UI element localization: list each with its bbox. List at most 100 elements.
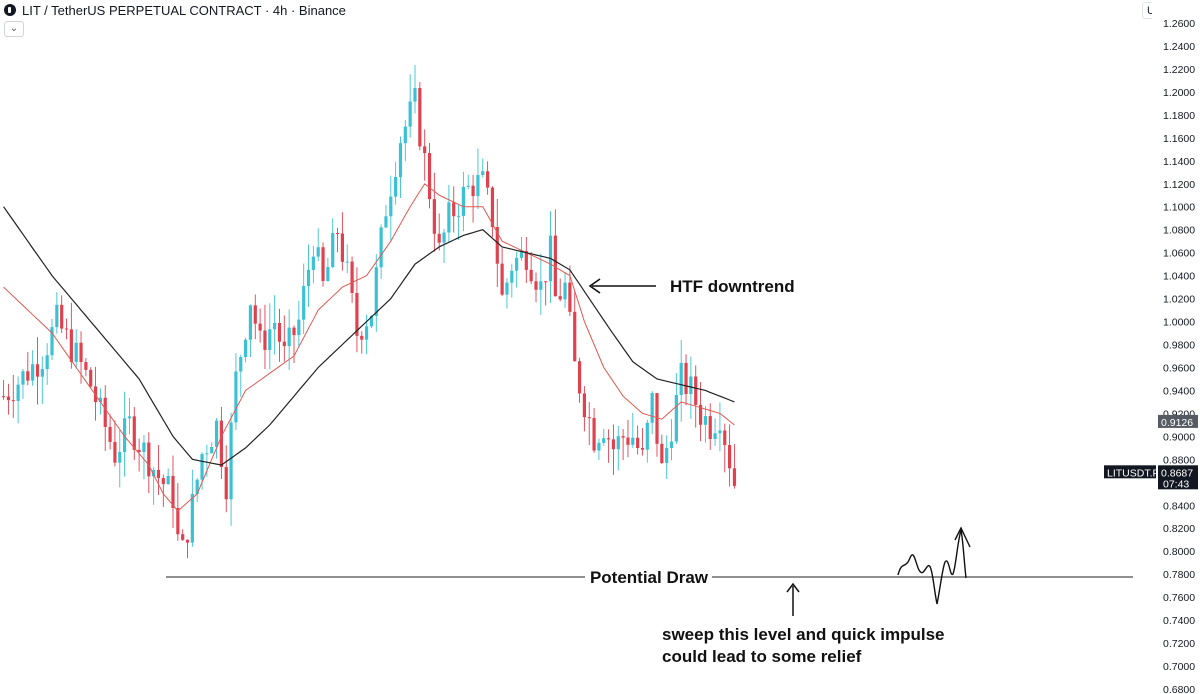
bearish-candle (471, 185, 475, 197)
bullish-candle (16, 384, 20, 401)
bearish-candle (84, 362, 88, 370)
bearish-candle (181, 534, 185, 540)
bullish-candle (45, 355, 49, 370)
price-axis[interactable] (1152, 0, 1200, 694)
bearish-candle (64, 328, 69, 330)
bearish-candle (137, 449, 141, 452)
bullish-candle (369, 315, 374, 327)
chart-header: LIT / TetherUS PERPETUAL CONTRACT · 4h ·… (0, 0, 346, 20)
price-tick-label: 1.0800 (1163, 225, 1195, 237)
bearish-candle (500, 263, 504, 295)
bearish-candle (636, 437, 640, 448)
bearish-candle (592, 418, 596, 451)
price-tick-label: 0.9000 (1163, 431, 1195, 443)
bullish-candle (665, 447, 669, 464)
bearish-candle (277, 322, 282, 342)
bearish-candle (26, 371, 30, 381)
bearish-candle (708, 416, 712, 439)
price-tick-label: 0.7400 (1163, 615, 1195, 627)
bearish-candle (156, 469, 161, 479)
bearish-candle (418, 88, 422, 147)
candles (2, 64, 737, 559)
bullish-candle (510, 270, 514, 283)
price-tick-label: 1.1800 (1163, 110, 1195, 122)
bearish-candle (582, 393, 586, 418)
bullish-candle (466, 185, 470, 187)
bearish-candle (335, 232, 340, 234)
bullish-candle (563, 282, 567, 300)
bullish-candle (21, 371, 25, 385)
bearish-candle (258, 323, 262, 331)
bearish-candle (577, 361, 582, 394)
price-tick-label: 0.7000 (1163, 661, 1195, 673)
price-tick-label: 0.8400 (1163, 500, 1195, 512)
bullish-candle (302, 286, 306, 320)
price-tick-label: 1.0000 (1163, 317, 1195, 329)
bullish-candle (123, 418, 127, 452)
bullish-candle (645, 422, 649, 450)
bearish-candle (495, 227, 499, 264)
bullish-candle (118, 451, 122, 463)
bullish-candle (239, 357, 243, 372)
price-tick-label: 1.1400 (1163, 156, 1195, 168)
price-tick-label: 0.7800 (1163, 569, 1195, 581)
bearish-candle (224, 467, 228, 500)
note-line-1: sweep this level and quick impulse (662, 625, 944, 644)
bullish-candle (384, 216, 388, 228)
price-tick-label: 1.1600 (1163, 133, 1195, 145)
price-tick-label: 1.2200 (1163, 64, 1195, 76)
bearish-candle (694, 376, 698, 405)
bearish-candle (587, 417, 591, 419)
bearish-candle (113, 441, 117, 463)
bearish-candle (108, 426, 112, 442)
bullish-candle (597, 442, 601, 451)
bearish-candle (660, 443, 664, 464)
fast-moving-average (3, 183, 735, 512)
bearish-candle (355, 292, 359, 336)
bullish-candle (398, 143, 403, 178)
bearish-candle (6, 396, 11, 401)
bearish-candle (524, 250, 528, 270)
chevron-down-icon[interactable]: ⌄ (4, 21, 24, 37)
bullish-candle (519, 250, 524, 258)
scenario-arrow-icon (954, 526, 971, 548)
bearish-candle (423, 146, 427, 154)
price-tick-label: 0.9600 (1163, 362, 1195, 374)
symbol-title[interactable]: LIT / TetherUS PERPETUAL CONTRACT · 4h ·… (22, 2, 346, 18)
bearish-candle (103, 397, 107, 427)
bullish-candle (297, 319, 301, 336)
bullish-candle (127, 416, 132, 419)
bullish-candle (408, 101, 412, 127)
bearish-candle (544, 281, 548, 283)
bullish-candle (718, 430, 722, 434)
bearish-candle (253, 305, 257, 324)
bearish-candle (626, 437, 630, 445)
bullish-candle (229, 422, 233, 500)
bullish-candle (669, 441, 674, 448)
last-price-badge (1158, 414, 1198, 428)
bullish-candle (602, 438, 606, 443)
symbol-badge-label: LITUSDT.P (1107, 467, 1160, 479)
exchange-logo-icon (4, 4, 16, 16)
bearish-candle (147, 442, 151, 477)
bearish-candle (340, 233, 344, 262)
bullish-candle (442, 232, 446, 243)
bullish-candle (234, 371, 238, 423)
bearish-candle (11, 400, 15, 402)
bearish-candle (655, 393, 659, 444)
bearish-candle (452, 202, 456, 217)
bearish-candle (292, 327, 296, 336)
left-arrow-icon (588, 278, 656, 294)
note-line-2: could lead to some relief (662, 647, 862, 666)
bullish-candle (674, 395, 678, 442)
bullish-candle (306, 269, 311, 287)
bullish-candle (214, 420, 219, 447)
bullish-candle (50, 327, 54, 356)
bullish-candle (374, 267, 378, 316)
bullish-candle (616, 436, 620, 450)
candle-countdown: 07:43 (1163, 478, 1189, 490)
bearish-candle (607, 438, 611, 440)
bearish-candle (684, 362, 688, 395)
bullish-candle (379, 227, 383, 268)
